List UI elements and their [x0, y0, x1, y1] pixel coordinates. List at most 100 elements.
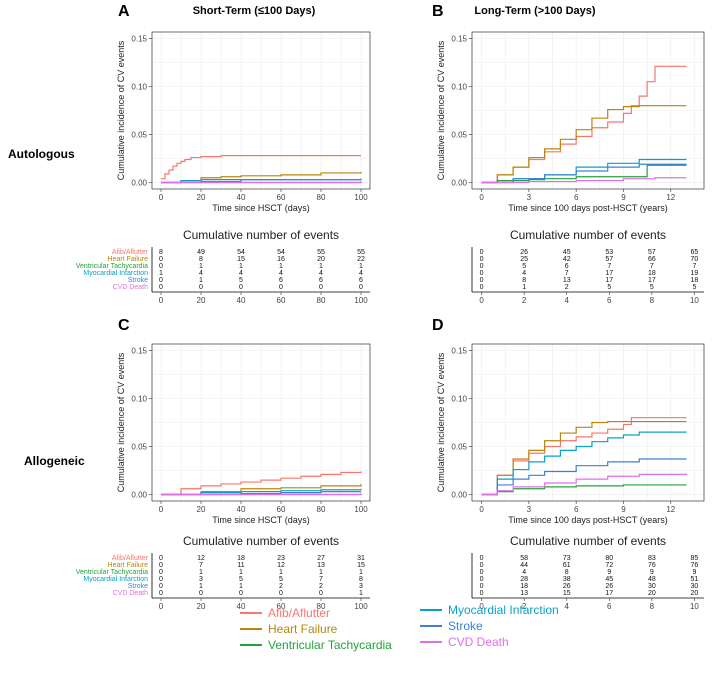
risk-cell-cvd-death: 0 [480, 590, 484, 597]
x-axis-label: Time since 100 days post-HSCT (years) [508, 203, 668, 213]
y-tick-label: 0.00 [451, 179, 467, 188]
risk-cell-ventricular-tachycardia: 9 [692, 569, 696, 576]
risk-cell-cvd-death: 0 [159, 590, 163, 597]
risk-cell-cvd-death: 17 [605, 590, 613, 597]
risk-cell-afib-aflutter: 26 [520, 249, 528, 256]
x-tick-label: 80 [317, 193, 326, 202]
x-tick-label: 60 [277, 505, 286, 514]
risk-cell-heart-failure: 57 [605, 256, 613, 263]
y-tick-label: 0.15 [131, 346, 147, 355]
x-tick-label: 0 [159, 505, 164, 514]
risk-x-tick-label: 100 [354, 602, 368, 611]
risk-cell-stroke: 18 [691, 277, 699, 284]
risk-cell-stroke: 1 [199, 277, 203, 284]
legend-label-myocardial-infarction: Myocardial Infarction [448, 603, 559, 617]
risk-cell-cvd-death: 5 [607, 284, 611, 291]
risk-cell-myocardial-infarction: 7 [319, 576, 323, 583]
risk-cell-cvd-death: 20 [691, 590, 699, 597]
risk-cell-afib-aflutter: 57 [648, 249, 656, 256]
risk-cell-ventricular-tachycardia: 8 [565, 569, 569, 576]
x-tick-label: 0 [479, 505, 484, 514]
plot-frame [151, 31, 371, 190]
risk-cell-afib-aflutter: 0 [480, 555, 484, 562]
risk-cell-myocardial-infarction: 4 [359, 270, 363, 277]
y-tick-label: 0.15 [451, 346, 467, 355]
risk-cell-ventricular-tachycardia: 1 [239, 263, 243, 270]
series-line-afib-aflutter [481, 417, 687, 496]
risk-cell-stroke: 2 [279, 583, 283, 590]
plot-frame [151, 343, 371, 502]
risk-cell-heart-failure: 0 [159, 562, 163, 569]
legend-label-heart-failure: Heart Failure [268, 622, 338, 636]
x-tick-label: 20 [197, 193, 206, 202]
plot-frame [471, 343, 705, 502]
risk-cell-afib-aflutter: 54 [277, 249, 285, 256]
risk-x-tick-label: 10 [690, 296, 699, 305]
risk-cell-cvd-death: 0 [480, 284, 484, 291]
risk-x-tick-label: 60 [277, 602, 286, 611]
risk-cell-myocardial-infarction: 0 [159, 576, 163, 583]
risk-cell-afib-aflutter: 31 [357, 555, 365, 562]
risk-cell-myocardial-infarction: 38 [563, 576, 571, 583]
risk-x-tick-label: 4 [564, 296, 569, 305]
risk-table-title: Cumulative number of events [183, 534, 339, 548]
risk-table-title: Cumulative number of events [510, 228, 666, 242]
risk-x-tick-label: 0 [479, 296, 484, 305]
risk-cell-ventricular-tachycardia: 4 [522, 569, 526, 576]
risk-cell-afib-aflutter: 55 [317, 249, 325, 256]
risk-cell-ventricular-tachycardia: 7 [692, 263, 696, 270]
risk-cell-heart-failure: 42 [563, 256, 571, 263]
risk-cell-cvd-death: 1 [359, 590, 363, 597]
risk-x-tick-label: 40 [237, 602, 246, 611]
legend-label-ventricular-tachycardia: Ventricular Tachycardia [268, 638, 392, 652]
risk-cell-heart-failure: 0 [480, 562, 484, 569]
risk-cell-cvd-death: 20 [648, 590, 656, 597]
risk-cell-myocardial-infarction: 48 [648, 576, 656, 583]
y-tick-label: 0.05 [451, 131, 467, 140]
risk-cell-myocardial-infarction: 19 [691, 270, 699, 277]
risk-x-tick-label: 0 [479, 602, 484, 611]
risk-table-title: Cumulative number of events [183, 228, 339, 242]
risk-x-tick-label: 80 [317, 296, 326, 305]
risk-x-tick-label: 2 [522, 296, 527, 305]
risk-x-tick-label: 2 [522, 602, 527, 611]
x-axis-label: Time since 100 days post-HSCT (years) [508, 515, 668, 525]
x-tick-label: 0 [479, 193, 484, 202]
legend: Afib/Aflutter Heart Failure Ventricular Ta… [240, 603, 559, 652]
risk-table-d: Cumulative number of events 0 2 4 6 8 10 0 58 73 8… [471, 534, 704, 611]
risk-cell-cvd-death: 0 [199, 284, 203, 291]
risk-row-label-ventricular-tachycardia: Ventricular Tachycardia [76, 569, 148, 576]
series-line-cvd-death [481, 177, 687, 184]
series-line-stroke [481, 458, 687, 496]
x-tick-label: 100 [354, 193, 368, 202]
y-tick-label: 0.10 [451, 82, 467, 91]
series-line-myocardial-infarction [161, 488, 362, 496]
legend-label-cvd-death: CVD Death [448, 635, 509, 649]
x-axis-label: Time since HSCT (days) [212, 203, 310, 213]
risk-cell-ventricular-tachycardia: 7 [650, 263, 654, 270]
risk-cell-afib-aflutter: 0 [159, 555, 163, 562]
risk-cell-ventricular-tachycardia: 1 [359, 569, 363, 576]
risk-x-tick-label: 20 [197, 602, 206, 611]
risk-cell-stroke: 5 [239, 277, 243, 284]
risk-cell-myocardial-infarction: 28 [520, 576, 528, 583]
risk-x-tick-label: 20 [197, 296, 206, 305]
risk-cell-heart-failure: 61 [563, 562, 571, 569]
series-layer [481, 65, 687, 184]
risk-cell-ventricular-tachycardia: 1 [279, 263, 283, 270]
risk-cell-heart-failure: 76 [648, 562, 656, 569]
y-axis-label: Cumulative incidence of CV events [436, 40, 446, 180]
risk-cell-myocardial-infarction: 1 [159, 270, 163, 277]
risk-cell-afib-aflutter: 0 [480, 249, 484, 256]
series-line-ventricular-tachycardia [481, 164, 687, 184]
risk-cell-myocardial-infarction: 4 [239, 270, 243, 277]
risk-cell-cvd-death: 0 [239, 284, 243, 291]
risk-cell-stroke: 8 [522, 277, 526, 284]
risk-cell-cvd-death: 0 [319, 284, 323, 291]
risk-cell-ventricular-tachycardia: 1 [359, 263, 363, 270]
